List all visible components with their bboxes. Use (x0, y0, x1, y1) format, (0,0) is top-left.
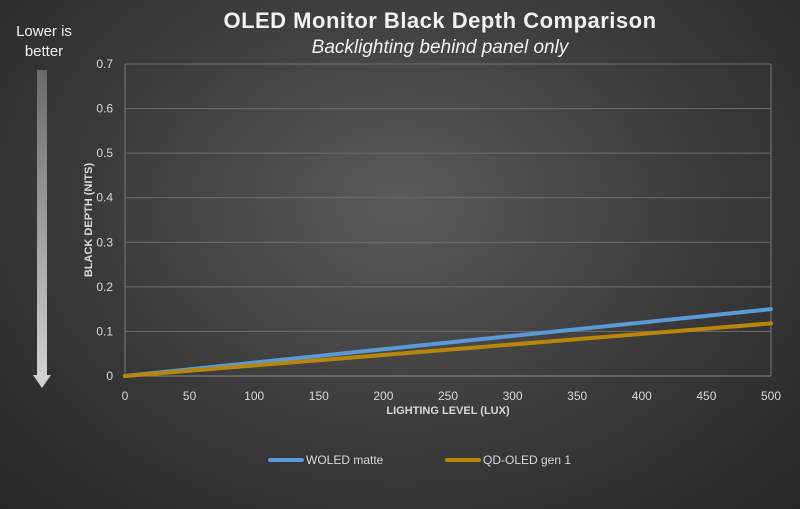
y-tick-label: 0.5 (96, 146, 113, 160)
x-tick-label: 300 (503, 389, 523, 403)
x-tick-label: 450 (696, 389, 716, 403)
x-axis-title: LIGHTING LEVEL (LUX) (386, 405, 510, 417)
x-tick-label: 350 (567, 389, 587, 403)
legend: WOLED matte QD-OLED gen 1 (268, 453, 571, 467)
y-tick-label: 0.1 (96, 324, 113, 338)
x-tick-label: 200 (373, 389, 393, 403)
note-line-1: Lower is (16, 23, 72, 40)
x-tick-label: 500 (761, 389, 781, 403)
lower-is-better-note: Lower is better (4, 22, 84, 62)
y-tick-label: 0.3 (96, 235, 113, 249)
x-tick-label: 50 (183, 389, 197, 403)
axes (124, 64, 772, 377)
x-tick-label: 100 (244, 389, 264, 403)
x-axis-ticks: 0 50 100 150 200 250 300 350 400 450 500 (122, 389, 782, 403)
note-line-2: better (24, 43, 64, 60)
chart-subtitle: Backlighting behind panel only (311, 37, 569, 58)
x-tick-label: 0 (122, 389, 129, 403)
x-tick-label: 150 (309, 389, 329, 403)
legend-label-2: QD-OLED gen 1 (483, 453, 571, 467)
x-tick-label: 400 (632, 389, 652, 403)
y-tick-label: 0.7 (96, 57, 113, 71)
series-line-1 (123, 307, 773, 378)
y-tick-label: 0.6 (96, 102, 113, 116)
y-tick-label: 0.4 (96, 191, 113, 205)
legend-label-1: WOLED matte (306, 453, 384, 467)
y-axis-ticks: 0 0.1 0.2 0.3 0.4 0.5 0.6 0.7 (96, 57, 113, 383)
gridlines (125, 63, 771, 332)
down-arrow-icon (33, 70, 51, 388)
y-axis-title: BLACK DEPTH (NITS) (83, 163, 95, 278)
y-tick-label: 0 (106, 369, 113, 383)
y-tick-label: 0.2 (96, 280, 113, 294)
series-lines (123, 307, 773, 378)
chart-title: OLED Monitor Black Depth Comparison (223, 8, 657, 33)
x-tick-label: 250 (438, 389, 458, 403)
series-line-2 (123, 321, 773, 378)
